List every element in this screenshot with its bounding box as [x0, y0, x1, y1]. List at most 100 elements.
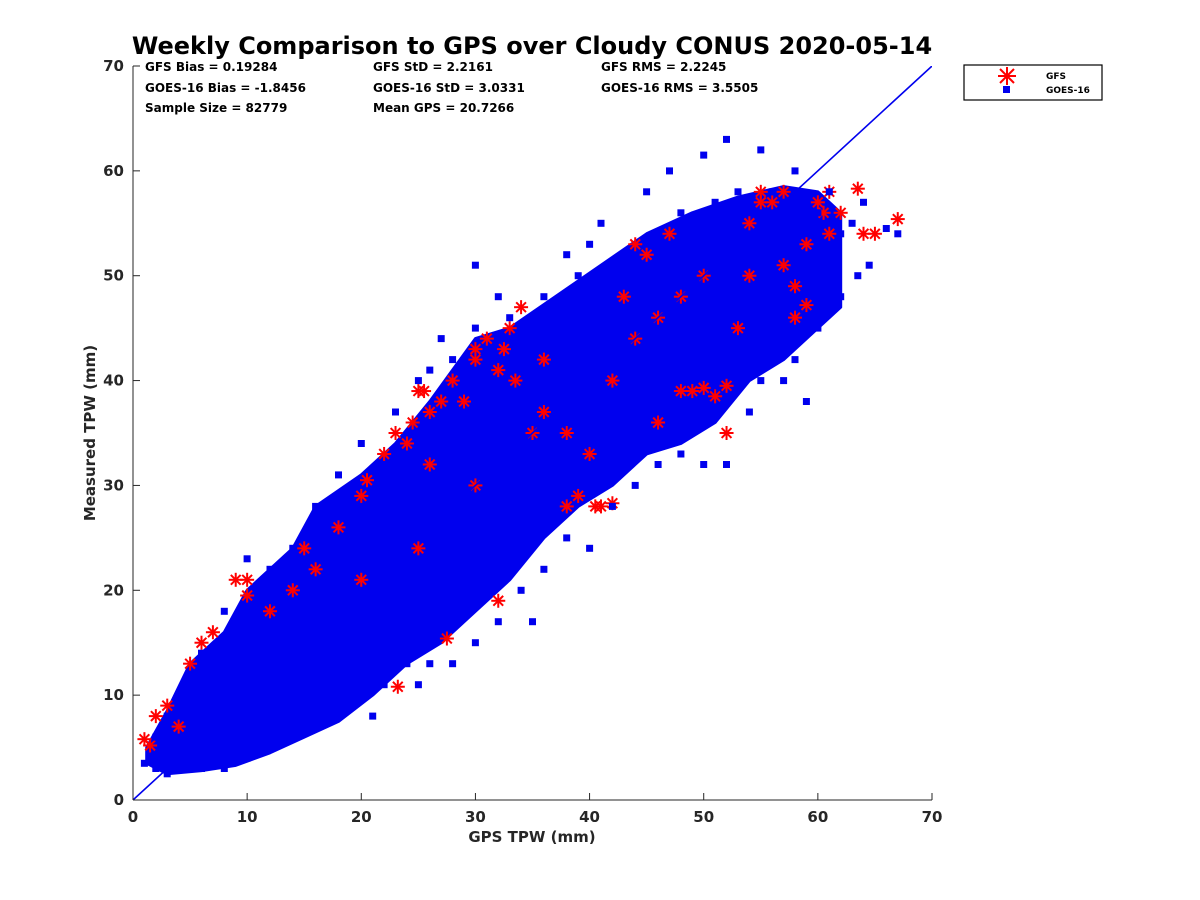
goes-point — [563, 534, 571, 542]
one-to-one-line — [133, 66, 932, 800]
goes-point — [449, 660, 457, 668]
gfs-point — [799, 237, 814, 252]
gfs-point — [405, 415, 420, 430]
goes-point — [780, 377, 788, 385]
goes-point — [392, 576, 399, 584]
goes-point — [848, 219, 856, 227]
goes-point — [346, 649, 354, 657]
goes-point — [266, 565, 274, 573]
gfs-point — [753, 184, 768, 199]
goes-point — [597, 419, 605, 426]
x-axis-label: GPS TPW (mm) — [468, 828, 595, 846]
goes-point — [711, 198, 719, 206]
goes-point — [734, 293, 742, 301]
gfs-point — [331, 520, 346, 535]
goes-point — [837, 293, 845, 301]
gfs-point — [508, 373, 523, 388]
gfs-point — [502, 321, 517, 336]
goes-point — [152, 733, 160, 741]
stat-gfs-std: GFS StD = 2.2161 — [373, 60, 493, 74]
goes-point — [266, 681, 274, 689]
goes-point — [146, 754, 154, 762]
goes-point — [723, 135, 730, 143]
stat-sample-size: Sample Size = 82779 — [145, 101, 287, 115]
gfs-point — [359, 473, 374, 488]
y-tick-label: 20 — [103, 581, 124, 599]
stat-gfs-bias: GFS Bias = 0.19284 — [145, 60, 277, 74]
gfs-point — [399, 436, 414, 451]
legend-box — [963, 64, 1103, 101]
gfs-point — [411, 541, 426, 556]
stats-block: GFS Bias = 0.19284 GOES-16 Bias = -1.845… — [145, 60, 758, 115]
goes-point — [357, 607, 365, 615]
gfs-point — [639, 247, 654, 262]
goes-point — [757, 146, 765, 154]
goes-point — [745, 408, 753, 416]
goes-point — [551, 461, 559, 468]
gfs-point — [183, 656, 198, 671]
gfs-point — [559, 499, 574, 514]
goes-point — [563, 251, 571, 259]
gfs-point — [788, 279, 803, 294]
goes-point — [734, 188, 742, 196]
goes-point — [757, 272, 765, 280]
goes-point — [392, 408, 399, 416]
goes-point — [494, 481, 502, 489]
x-tick-label: 70 — [922, 808, 943, 826]
goes-point — [540, 293, 548, 301]
goes-point — [768, 188, 776, 196]
gfs-point — [651, 415, 666, 430]
gfs-point — [867, 226, 882, 241]
goes-point — [460, 513, 468, 521]
goes-point — [757, 377, 765, 385]
goes-point — [449, 555, 457, 563]
gfs-point — [822, 226, 837, 241]
gfs-point — [171, 719, 186, 734]
goes-point — [608, 502, 616, 510]
x-tick-label: 10 — [237, 808, 258, 826]
gfs-point — [468, 342, 483, 357]
gfs-point — [616, 289, 631, 304]
goes-point — [506, 314, 514, 322]
gfs-point — [262, 604, 277, 619]
goes-point — [300, 649, 308, 657]
stat-goes-rms: GOES-16 RMS = 3.5505 — [601, 81, 758, 95]
legend-gfs-label: GFS — [1046, 72, 1066, 82]
goes-point — [723, 461, 730, 468]
goes-point — [403, 660, 411, 668]
x-tick-label: 40 — [579, 808, 600, 826]
goes-point — [243, 555, 251, 563]
chart-title: Weekly Comparison to GPS over Cloudy CON… — [132, 32, 932, 60]
goes-point — [517, 502, 525, 510]
x-tick-label: 30 — [465, 808, 486, 826]
plot-area — [133, 66, 932, 800]
gfs-point — [776, 184, 791, 199]
goes-point — [574, 272, 582, 280]
gfs-point — [496, 342, 511, 357]
goes-point — [620, 251, 628, 259]
goes-point — [289, 733, 297, 741]
goes-point — [711, 324, 719, 332]
goes-point — [814, 209, 822, 217]
gfs-point — [417, 384, 432, 399]
goes-points — [140, 135, 902, 778]
axes: 0 10 20 30 40 50 60 70 0 10 20 30 40 50 60 70 — [103, 57, 942, 826]
goes-point — [414, 586, 422, 594]
x-tick-label: 0 — [128, 808, 138, 826]
goes-point — [152, 765, 160, 772]
goes-point — [471, 324, 479, 332]
gfs-point — [753, 195, 768, 210]
gfs-point — [439, 631, 454, 646]
legend-goes-label: GOES-16 — [1046, 86, 1090, 96]
goes-point — [335, 702, 342, 710]
goes-point — [700, 151, 708, 159]
goes-point — [312, 723, 320, 731]
goes-point — [163, 712, 171, 720]
gfs-point — [354, 572, 369, 587]
goes-point — [289, 544, 297, 552]
goes-point — [175, 691, 183, 699]
gfs-point — [390, 679, 405, 694]
goes-point — [677, 209, 685, 217]
y-tick-label: 10 — [103, 686, 124, 704]
goes-point — [643, 188, 651, 196]
